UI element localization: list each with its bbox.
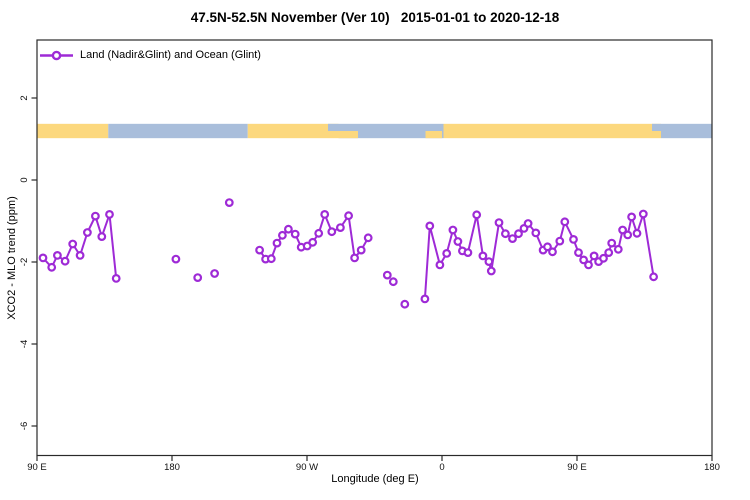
data-point-marker	[314, 228, 324, 238]
data-point-marker	[350, 253, 360, 263]
y-tick-label: -4	[19, 340, 30, 348]
data-point-marker	[501, 229, 510, 239]
data-point-marker	[38, 253, 48, 263]
land-band-segment	[443, 123, 661, 139]
data-point-marker	[105, 209, 114, 219]
data-point-marker	[435, 260, 445, 270]
data-point-marker	[382, 270, 392, 280]
land-band-patch	[338, 131, 358, 139]
chart-title: 47.5N-52.5N November (Ver 10) 2015-01-01…	[190, 10, 560, 25]
data-point-marker	[569, 234, 578, 244]
land-band-segment	[247, 123, 339, 139]
data-point-marker	[344, 211, 354, 221]
data-point-marker	[632, 228, 642, 238]
data-series-line	[258, 213, 370, 261]
data-point-marker	[224, 198, 234, 208]
data-point-marker	[290, 229, 300, 239]
data-point-marker	[627, 212, 636, 222]
data-point-marker	[486, 266, 496, 276]
x-tick-label: 90 E	[27, 462, 47, 473]
data-point-marker	[284, 224, 293, 234]
y-tick-label: -2	[19, 258, 30, 266]
data-point-marker	[68, 239, 78, 249]
data-point-marker	[514, 229, 523, 239]
x-tick-label: 180	[704, 462, 720, 473]
data-point-marker	[90, 211, 100, 221]
data-point-marker	[584, 260, 593, 270]
data-point-marker	[388, 277, 398, 287]
data-point-marker	[336, 223, 345, 233]
data-point-marker	[82, 228, 92, 237]
data-point-marker	[543, 242, 552, 252]
x-tick-label: 90 W	[296, 462, 318, 473]
data-point-marker	[210, 269, 220, 278]
data-point-marker	[60, 256, 70, 266]
x-tick-label: 180	[164, 462, 180, 473]
legend-circle-marker-icon	[51, 50, 62, 61]
data-point-marker	[420, 294, 430, 304]
ocean-band-segment	[338, 123, 444, 139]
ocean-band-segment	[661, 123, 712, 139]
ocean-band-segment	[108, 123, 248, 139]
data-point-marker	[604, 248, 614, 258]
x-axis-title: Longitude (deg E)	[331, 473, 419, 485]
data-point-marker	[508, 234, 517, 244]
data-point-marker	[327, 227, 337, 237]
ocean-band-patch	[328, 123, 339, 132]
data-point-marker	[272, 238, 282, 248]
data-point-marker	[75, 250, 85, 260]
data-point-marker	[255, 245, 265, 255]
data-point-marker	[111, 274, 121, 283]
data-point-marker	[523, 219, 533, 228]
data-point-marker	[47, 262, 57, 272]
data-point-marker	[53, 250, 62, 260]
data-point-marker	[308, 237, 318, 247]
data-point-marker	[478, 251, 488, 261]
land-band-segment	[37, 123, 109, 139]
data-point-marker	[484, 257, 494, 267]
data-point-marker	[599, 253, 608, 263]
data-point-marker	[531, 228, 541, 238]
data-point-marker	[613, 244, 623, 254]
data-point-marker	[494, 218, 504, 228]
data-point-marker	[623, 230, 633, 240]
ocean-band-patch	[652, 123, 661, 132]
y-tick-label: 0	[19, 177, 30, 182]
data-point-marker	[425, 221, 435, 231]
legend-label: Land (Nadir&Glint) and Ocean (Glint)	[80, 49, 261, 61]
data-point-marker	[448, 225, 458, 235]
data-point-marker	[607, 238, 617, 248]
data-point-marker	[472, 210, 482, 220]
data-point-marker	[266, 254, 276, 264]
data-point-marker	[560, 217, 570, 227]
data-point-marker	[356, 245, 366, 255]
data-point-marker	[278, 230, 287, 240]
data-point-marker	[320, 209, 330, 219]
data-point-marker	[97, 232, 107, 242]
data-point-marker	[193, 273, 203, 283]
data-point-marker	[548, 247, 557, 257]
data-point-marker	[363, 233, 373, 243]
data-point-marker	[589, 251, 599, 261]
x-tick-label: 0	[439, 462, 444, 473]
data-point-marker	[618, 225, 627, 235]
y-tick-label: 2	[19, 95, 30, 100]
x-tick-label: 90 E	[567, 462, 587, 473]
plot-border	[36, 39, 713, 457]
land-band-patch	[425, 131, 442, 139]
data-point-marker	[442, 248, 452, 258]
data-point-marker	[463, 248, 473, 258]
data-point-marker	[171, 254, 181, 264]
data-point-marker	[453, 237, 463, 246]
data-point-marker	[555, 236, 565, 246]
data-point-marker	[574, 248, 583, 258]
data-point-marker	[400, 299, 410, 309]
data-series-line	[423, 213, 655, 300]
data-point-marker	[638, 209, 648, 219]
data-point-marker	[579, 255, 588, 265]
data-point-marker	[649, 272, 658, 282]
y-tick-label: -6	[19, 422, 30, 430]
